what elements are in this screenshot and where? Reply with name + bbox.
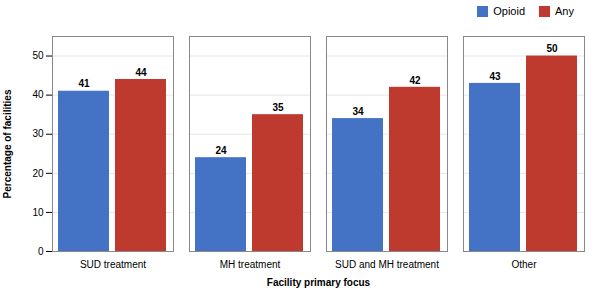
svg-text:40: 40 — [32, 89, 44, 100]
svg-text:44: 44 — [135, 67, 147, 78]
svg-text:42: 42 — [409, 75, 421, 86]
svg-text:30: 30 — [32, 128, 44, 139]
svg-text:SUD and MH treatment: SUD and MH treatment — [335, 259, 439, 270]
svg-text:MH treatment: MH treatment — [220, 259, 281, 270]
svg-text:10: 10 — [32, 207, 44, 218]
svg-text:0: 0 — [38, 246, 44, 257]
svg-text:Facility primary focus: Facility primary focus — [267, 277, 371, 288]
svg-text:35: 35 — [272, 102, 284, 113]
svg-text:43: 43 — [489, 71, 501, 82]
svg-text:24: 24 — [215, 145, 227, 156]
svg-text:34: 34 — [352, 106, 364, 117]
svg-text:50: 50 — [32, 50, 44, 61]
svg-text:50: 50 — [546, 43, 558, 54]
svg-text:41: 41 — [78, 78, 90, 89]
svg-text:Percentage of facilities: Percentage of facilities — [2, 89, 13, 198]
svg-text:20: 20 — [32, 168, 44, 179]
html-text:Any: Any — [555, 5, 574, 17]
svg-text:Other: Other — [511, 259, 537, 270]
html-text:Opioid: Opioid — [493, 5, 525, 17]
svg-text:SUD treatment: SUD treatment — [80, 259, 146, 270]
